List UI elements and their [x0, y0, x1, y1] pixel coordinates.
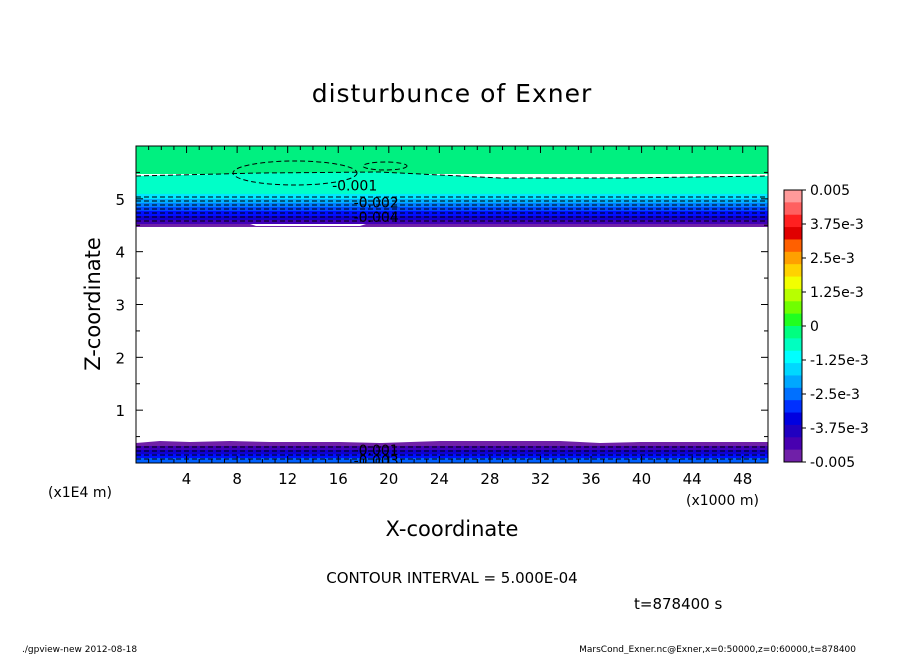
contour-label: -0.001 [332, 179, 377, 195]
y-tick-label: 2 [115, 349, 125, 367]
band-level-violet [136, 224, 768, 227]
y-tick-label: 3 [115, 297, 125, 315]
colorbar-swatch [784, 350, 802, 364]
colorbar-label: 0 [810, 319, 819, 335]
colorbar-label: 2.5e-3 [810, 251, 855, 267]
colorbar-label: 0.005 [810, 183, 850, 199]
x-axis-ticks: 4 8 12 16 20 24 28 32 36 40 44 48 [148, 146, 756, 488]
y-tick-label: 4 [115, 244, 125, 262]
x-tick-label: 28 [480, 470, 499, 488]
y-tick-label: 1 [115, 402, 125, 420]
footer-left: ./gpview-new 2012-08-18 [22, 645, 137, 654]
x-tick-label: 12 [278, 470, 297, 488]
colorbar-swatch [784, 326, 802, 339]
colorbar-swatch [784, 190, 802, 203]
colorbar-swatch [784, 437, 802, 451]
contour-label: -0.002 [354, 196, 399, 212]
y-axis-title: Z-coordinate [81, 237, 105, 371]
colorbar-swatch [784, 202, 802, 216]
colorbar-swatch [784, 264, 802, 278]
colorbar-swatch [784, 363, 802, 376]
contour-upper-main [136, 171, 768, 179]
colorbar-swatch [784, 400, 802, 414]
colorbar [784, 190, 802, 463]
chart-title: disturbunce of Exner [312, 79, 593, 108]
colorbar-swatch [784, 301, 802, 315]
colorbar-swatch [784, 313, 802, 327]
contour-upper-small [362, 161, 408, 171]
colorbar-label: -3.75e-3 [810, 421, 869, 437]
contour-interval-text: CONTOUR INTERVAL = 5.000E-04 [326, 569, 577, 587]
contour-label: -0.003 [354, 453, 399, 469]
x-tick-label: 32 [531, 470, 550, 488]
plot-field: -0.001-0.002-0.004-0.001-0.003 [136, 146, 768, 469]
time-text: t=878400 s [634, 595, 722, 613]
band-level-aqua [136, 172, 768, 194]
x-axis-title: X-coordinate [386, 517, 519, 541]
band-level-green [136, 146, 768, 174]
colorbar-swatch [784, 227, 802, 240]
contour-lines [136, 160, 768, 460]
colorbar-swatch [784, 338, 802, 352]
contour-label-group: -0.001-0.002-0.004-0.001-0.003 [332, 179, 399, 469]
x-tick-label: 24 [430, 470, 449, 488]
colorbar-label: -0.005 [810, 455, 855, 471]
y-unit-label: (x1E4 m) [48, 485, 112, 501]
x-tick-label: 36 [581, 470, 600, 488]
band-level-indigo-low [136, 446, 768, 450]
y-tick-label: 5 [115, 191, 125, 209]
colorbar-swatch [784, 276, 802, 290]
x-tick-label: 40 [632, 470, 651, 488]
colorbar-swatch [784, 449, 802, 463]
colorbar-labels: 0.005 3.75e-3 2.5e-3 1.25e-3 0 -1.25e-3 -2.5e-… [802, 183, 869, 471]
colorbar-swatch [784, 239, 802, 253]
x-tick-label: 16 [329, 470, 348, 488]
colorbar-swatch [784, 387, 802, 401]
band-level-navy-low [136, 450, 768, 454]
colorbar-swatch [784, 251, 802, 265]
upper-band [136, 146, 768, 227]
colorbar-swatch [784, 424, 802, 438]
x-tick-label: 20 [379, 470, 398, 488]
x-unit-label: (x1000 m) [686, 493, 759, 509]
band-level-navy [136, 216, 768, 220]
band-level-violet-low [136, 441, 768, 446]
colorbar-swatch [784, 214, 802, 228]
band-level-darkblue-low [136, 454, 768, 458]
footer-right: MarsCond_Exner.nc@Exner,x=0:50000,z=0:60… [579, 645, 856, 654]
x-tick-label: 8 [232, 470, 242, 488]
contour-upper-closed [232, 160, 358, 186]
colorbar-label: -2.5e-3 [810, 387, 860, 403]
colorbar-label: 3.75e-3 [810, 217, 864, 233]
x-tick-label: 4 [182, 470, 192, 488]
colorbar-swatch [784, 288, 802, 302]
colorbar-label: -1.25e-3 [810, 353, 869, 369]
colorbar-swatch [784, 375, 802, 389]
contour-label: -0.004 [354, 210, 399, 226]
band-level-indigo [136, 220, 768, 224]
contour-label: -0.001 [354, 443, 399, 459]
colorbar-swatch [784, 412, 802, 426]
x-tick-label: 44 [683, 470, 702, 488]
x-tick-label: 48 [733, 470, 752, 488]
y-axis-ticks: 1 2 3 4 5 [115, 171, 768, 438]
colorbar-label: 1.25e-3 [810, 285, 864, 301]
